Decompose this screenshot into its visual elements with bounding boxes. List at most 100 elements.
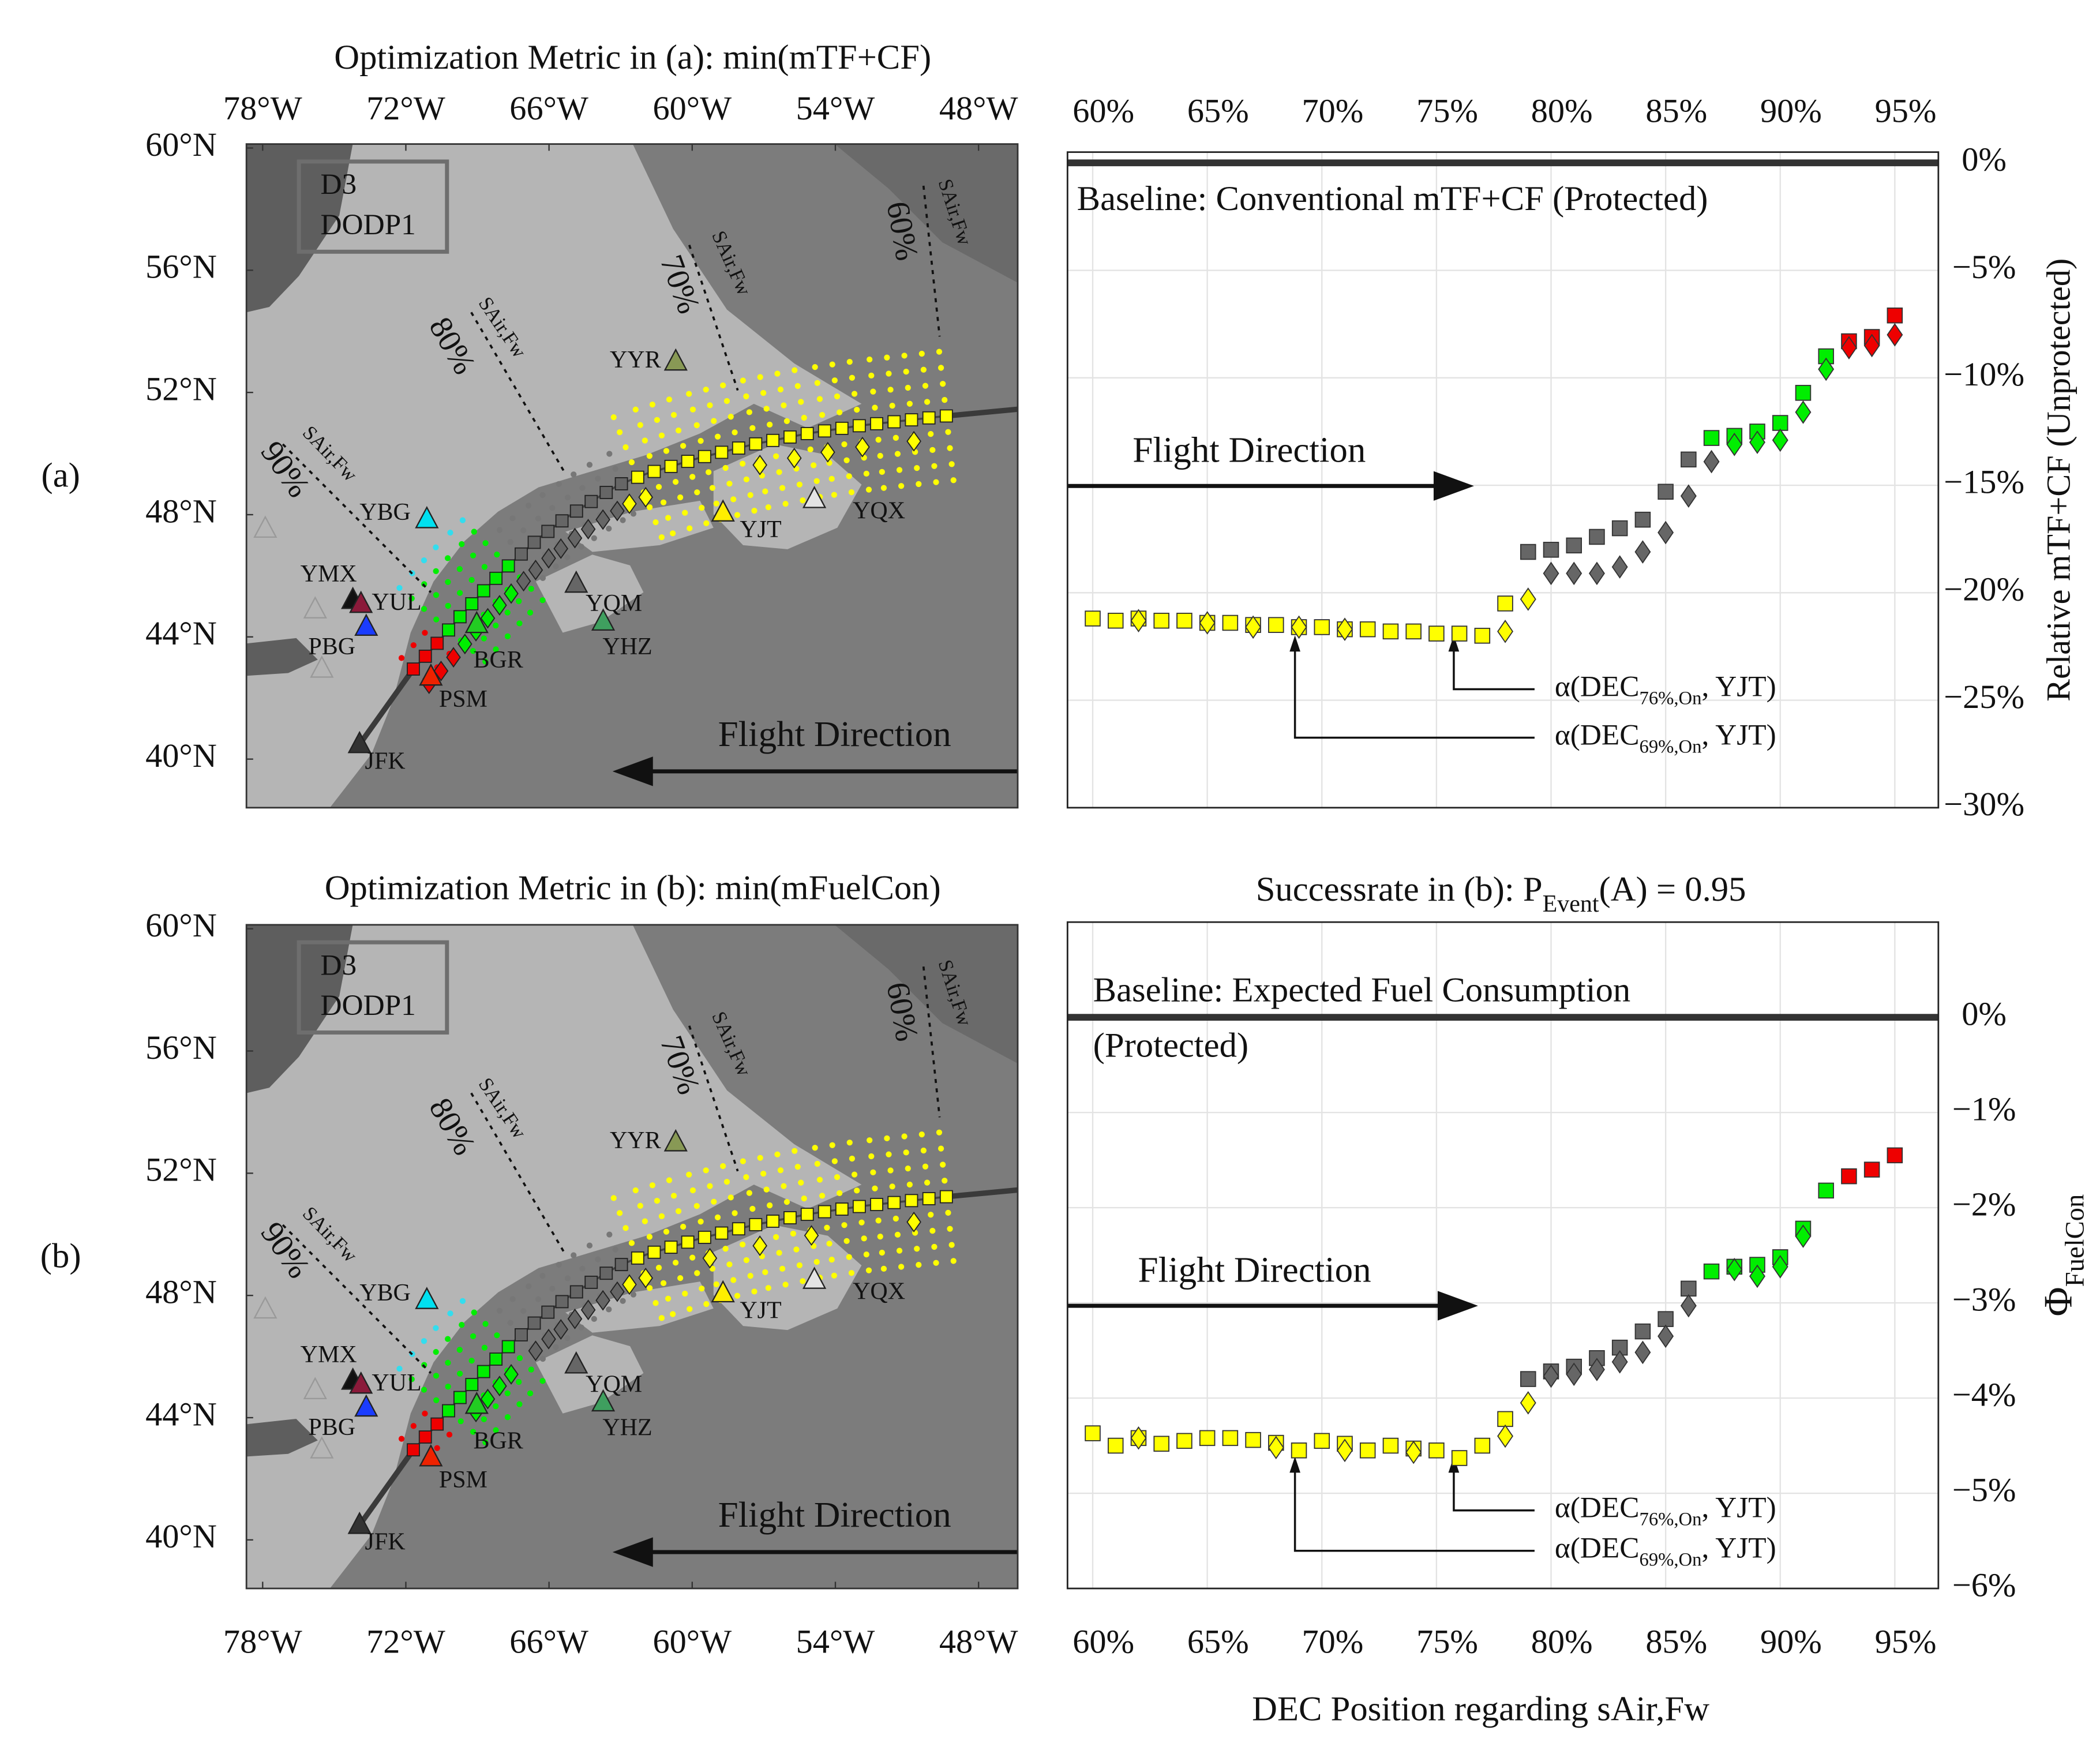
airport <box>354 613 378 636</box>
scenario-dot <box>687 1306 693 1312</box>
route-square <box>515 547 528 561</box>
text-part: Successrate in (b): P <box>1256 870 1543 909</box>
square-marker <box>1222 614 1239 631</box>
scenario-dot <box>481 1416 487 1422</box>
scenario-dot <box>421 1338 427 1344</box>
route-square <box>477 1365 490 1378</box>
route-line <box>357 667 416 746</box>
scenario-dot <box>940 1161 946 1168</box>
scenario-dot <box>703 1167 709 1174</box>
scenario-dot <box>433 1348 439 1355</box>
route-square <box>749 1218 763 1231</box>
scenario-dot <box>777 1167 784 1174</box>
scenario-dot <box>421 1386 427 1393</box>
route-diamond <box>446 647 461 668</box>
airport-label: YQM <box>586 590 642 617</box>
text-part: , YJT) <box>1701 718 1776 751</box>
square-marker <box>1451 1450 1468 1466</box>
scenario-dot <box>760 1171 767 1177</box>
subscript: 69%,On <box>1640 736 1702 757</box>
scenario-dot <box>516 598 522 605</box>
scenario-dot <box>456 1347 463 1353</box>
square-marker <box>1085 1425 1101 1441</box>
scenario-dot <box>646 504 653 511</box>
square-marker <box>1474 628 1491 644</box>
route-square <box>852 419 866 433</box>
route-diamond <box>567 1308 583 1329</box>
scenario-dot <box>654 417 661 424</box>
text-part: , YJT) <box>1701 1531 1776 1564</box>
scenario-dot <box>610 1195 617 1201</box>
x-tick-label: 78°W <box>223 1622 302 1660</box>
scenario-dot <box>828 475 835 482</box>
x-tick-label: 95% <box>1875 92 1937 130</box>
scenario-dot <box>654 1197 661 1204</box>
text-part: α(DEC <box>1555 1491 1640 1524</box>
scenario-dot <box>693 1202 700 1209</box>
scenario-dot <box>658 534 665 541</box>
route-square <box>501 559 515 573</box>
land <box>565 500 714 552</box>
scenario-dot <box>929 447 936 454</box>
route-square <box>418 649 432 663</box>
route-diamond <box>480 608 496 629</box>
y-tick-label: −1% <box>1952 1091 2016 1128</box>
scenario-dot <box>564 1335 571 1341</box>
scenario-dot <box>896 467 903 473</box>
scenario-dot <box>549 1286 556 1292</box>
scenario-dot <box>571 1252 577 1258</box>
scenario-dot <box>396 584 403 591</box>
flight-direction: Flight Direction <box>1132 430 1366 470</box>
scenario-dot <box>711 1198 717 1205</box>
scenario-dot <box>831 377 838 384</box>
scenario-dot <box>901 353 907 359</box>
scenario-dot <box>507 1320 513 1326</box>
y-tick-label: −2% <box>1952 1185 2016 1223</box>
scenario-dot <box>868 372 875 379</box>
scenario-dot <box>471 529 477 535</box>
scenario-dot <box>606 451 613 457</box>
scenario-dot <box>622 1225 629 1231</box>
scenario-dot <box>606 1231 613 1238</box>
scenario-dot <box>456 1370 463 1377</box>
square-marker <box>1382 1437 1399 1454</box>
scenario-dot <box>612 1246 618 1253</box>
scenario-dot <box>886 370 892 377</box>
scenario-dot <box>655 1264 662 1271</box>
y-tick-label: 40°N <box>145 1517 217 1555</box>
land <box>713 444 862 549</box>
square-marker <box>1634 511 1651 528</box>
text-part: α(DEC <box>1555 718 1640 751</box>
route-square <box>905 413 918 427</box>
diamond-marker <box>1497 620 1514 643</box>
square-marker <box>1818 1182 1834 1199</box>
diamond-marker <box>1291 615 1307 639</box>
scenario-dot <box>516 620 523 627</box>
diamond-marker <box>1657 520 1674 545</box>
scenario-dot <box>459 1298 466 1304</box>
y-tick-label: −5% <box>1952 248 2016 286</box>
route-diamond <box>610 500 625 522</box>
y-tick-label: −5% <box>1952 1471 2016 1508</box>
scenario-dot <box>396 1366 403 1372</box>
x-tick-label: 54°W <box>796 1622 875 1660</box>
route-diamond <box>804 1225 819 1246</box>
scenario-dot <box>586 1242 593 1249</box>
scenario-dot <box>620 517 626 523</box>
scenario-dot <box>433 568 439 575</box>
route-diamond <box>595 1290 610 1311</box>
square-marker <box>1497 595 1513 612</box>
route-diamond <box>638 1268 653 1288</box>
route-diamond <box>553 1319 568 1340</box>
scenario-dot <box>421 606 427 612</box>
scenario-dot <box>714 433 721 440</box>
diamond-marker <box>1749 1264 1765 1288</box>
route-square <box>749 437 763 451</box>
scenario-dot <box>870 1169 876 1176</box>
scenario-dot <box>591 535 597 541</box>
scenario-dot <box>936 1129 943 1136</box>
route-square <box>783 430 797 444</box>
scenario-dot <box>851 391 858 397</box>
scenario-dot <box>571 471 577 478</box>
